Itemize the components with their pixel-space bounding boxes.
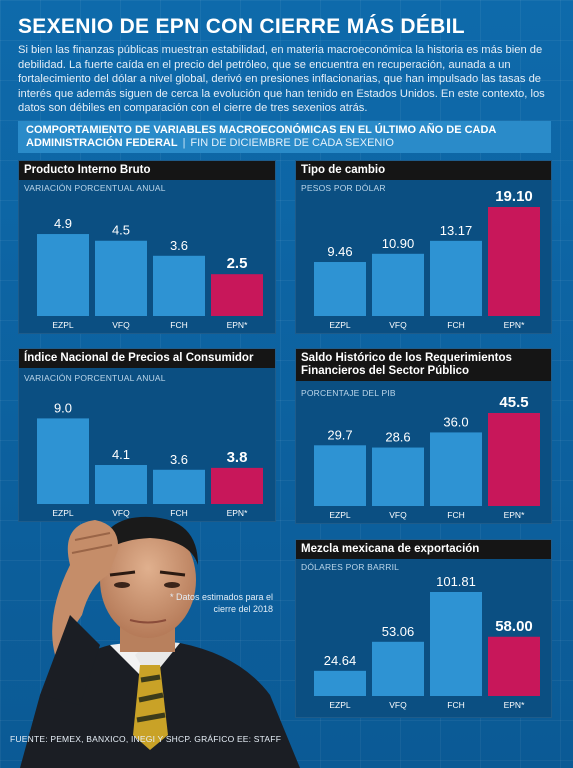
data-label: 28.6 (385, 430, 410, 445)
category-label: EPN* (504, 510, 525, 520)
bar-fch (430, 240, 482, 316)
category-label: EPN* (504, 320, 525, 330)
category-label: FCH (447, 700, 464, 710)
bar-chart: 29.7 EZPL 28.6 VFQ 36.0 FCH 45.5 EPN* (314, 394, 540, 520)
footnote: * Datos estimados para el cierre del 201… (169, 592, 273, 614)
data-label: 29.7 (327, 427, 352, 442)
data-label: 4.9 (54, 216, 72, 231)
bar-epn (488, 413, 540, 506)
section-subtitle: FIN DE DICIEMBRE DE CADA SEXENIO (190, 137, 394, 149)
bar-vfq (372, 641, 424, 696)
data-label: 9.46 (327, 244, 352, 259)
section-header: COMPORTAMIENTO DE VARIABLES MACROECONÓMI… (18, 121, 551, 153)
chart-title: Índice Nacional de Precios al Consumidor (19, 349, 275, 368)
data-label: 13.17 (440, 223, 473, 238)
data-label: 53.06 (382, 624, 415, 639)
bar-epn (488, 636, 540, 696)
category-label: EZPL (52, 320, 74, 330)
section-separator: | (182, 137, 186, 149)
data-label: 24.64 (324, 653, 357, 668)
category-label: FCH (170, 320, 187, 330)
category-label: FCH (170, 508, 187, 518)
chart-unit-label: PORCENTAJE DEL PIB (301, 388, 396, 398)
data-label: 4.5 (112, 223, 130, 238)
data-label: 19.10 (495, 188, 533, 205)
bar-chart: 9.46 EZPL 10.90 VFQ 13.17 FCH 19.10 EPN* (314, 188, 540, 330)
bar-fch (430, 592, 482, 696)
bar-ezpl (314, 670, 366, 696)
category-label: EZPL (329, 700, 351, 710)
data-label: 3.6 (170, 452, 188, 467)
category-label: EZPL (329, 320, 351, 330)
bar-vfq (95, 240, 147, 316)
bar-vfq (372, 447, 424, 506)
bar-epn (211, 274, 263, 316)
chart-title: Tipo de cambio (296, 161, 551, 180)
chart-unit-label: PESOS POR DÓLAR (301, 183, 386, 193)
category-label: VFQ (389, 700, 407, 710)
chart-unit-label: VARIACIÓN PORCENTUAL ANUAL (24, 183, 166, 193)
chart-unit-label: VARIACIÓN PORCENTUAL ANUAL (24, 373, 166, 383)
bar-ezpl (37, 418, 89, 504)
category-label: VFQ (112, 320, 130, 330)
category-label: VFQ (112, 508, 130, 518)
chart-panel-pib: Producto Interno Bruto VARIACIÓN PORCENT… (18, 160, 276, 334)
category-label: EPN* (227, 320, 248, 330)
bar-ezpl (314, 445, 366, 506)
chart-panel-rfsp: Saldo Histórico de los Requerimientos Fi… (295, 348, 552, 524)
category-label: VFQ (389, 510, 407, 520)
politician-photo (20, 516, 300, 768)
chart-panel-mezcla: Mezcla mexicana de exportación DÓLARES P… (295, 539, 552, 718)
chart-panel-tipo-de-cambio: Tipo de cambio PESOS POR DÓLAR 9.46 EZPL 1… (295, 160, 552, 334)
page-title: SEXENIO DE EPN CON CIERRE MÁS DÉBIL (18, 15, 465, 38)
data-label: 45.5 (499, 394, 528, 411)
data-label: 36.0 (443, 414, 468, 429)
bar-fch (153, 469, 205, 504)
data-label: 3.6 (170, 238, 188, 253)
bar-chart: 24.64 EZPL 53.06 VFQ 101.81 FCH 58.00 EPN* (314, 574, 540, 710)
data-label: 58.00 (495, 618, 533, 635)
chart-title: Mezcla mexicana de exportación (296, 540, 551, 559)
category-label: EZPL (52, 508, 74, 518)
data-label: 3.8 (227, 449, 248, 466)
data-label: 2.5 (227, 255, 248, 272)
category-label: EZPL (329, 510, 351, 520)
data-label: 9.0 (54, 400, 72, 415)
chart-title: Saldo Histórico de los Requerimientos Fi… (296, 349, 551, 381)
category-label: FCH (447, 320, 464, 330)
bar-vfq (95, 465, 147, 504)
category-label: VFQ (389, 320, 407, 330)
chart-title: Producto Interno Bruto (19, 161, 275, 180)
chart-unit-label: DÓLARES POR BARRIL (301, 562, 400, 572)
bar-fch (430, 432, 482, 506)
bar-ezpl (314, 262, 366, 316)
source-credit: FUENTE: PEMEX, BANXICO, INEGI Y SHCP. GR… (10, 734, 282, 744)
data-label: 4.1 (112, 447, 130, 462)
intro-paragraph: Si bien las finanzas públicas muestran e… (18, 44, 545, 115)
bar-vfq (372, 253, 424, 316)
bar-chart: 9.0 EZPL 4.1 VFQ 3.6 FCH 3.8 EPN* (37, 400, 263, 518)
data-label: 101.81 (436, 574, 476, 589)
category-label: FCH (447, 510, 464, 520)
bar-chart: 4.9 EZPL 4.5 VFQ 3.6 FCH 2.5 EPN* (37, 216, 263, 330)
data-label: 10.90 (382, 236, 415, 251)
bar-fch (153, 255, 205, 316)
category-label: EPN* (504, 700, 525, 710)
bar-epn (488, 207, 540, 316)
bar-ezpl (37, 234, 89, 316)
bar-epn (211, 467, 263, 504)
category-label: EPN* (227, 508, 248, 518)
section-title: COMPORTAMIENTO DE VARIABLES MACROECONÓMI… (26, 124, 496, 149)
chart-panel-inpc: Índice Nacional de Precios al Consumidor… (18, 348, 276, 522)
